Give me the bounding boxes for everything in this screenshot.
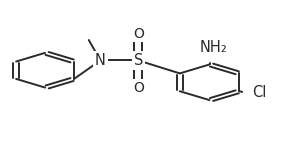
Text: S: S [134,53,143,68]
Text: NH₂: NH₂ [200,40,228,55]
Text: O: O [133,27,144,41]
Text: O: O [133,81,144,95]
Text: Cl: Cl [252,85,267,100]
Text: N: N [95,53,106,68]
